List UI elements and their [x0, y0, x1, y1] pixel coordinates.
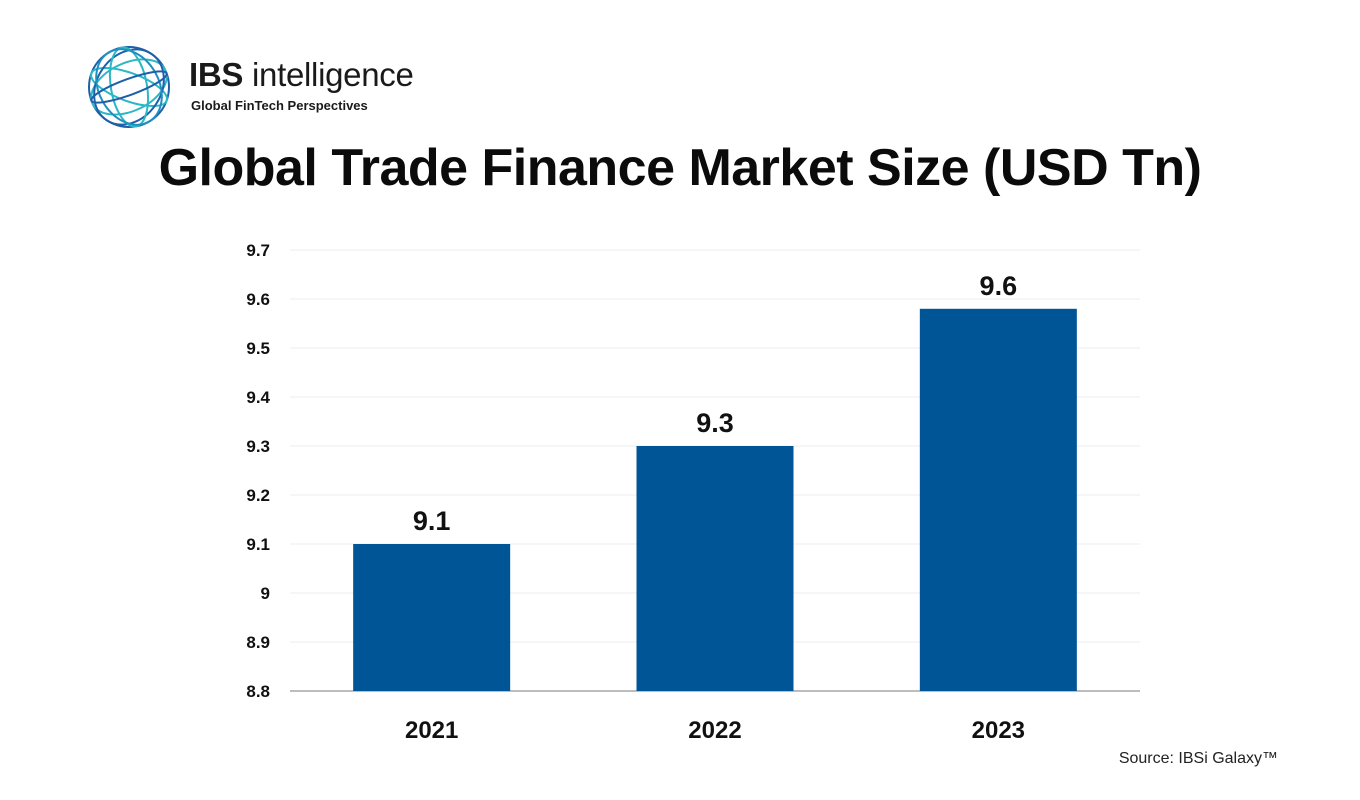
y-tick-label: 9.2	[246, 486, 270, 505]
y-tick-label: 9.4	[246, 388, 270, 407]
data-label-2023: 9.6	[980, 271, 1018, 301]
bars	[353, 308, 1077, 691]
data-labels: 9.1 9.3 9.6	[413, 271, 1017, 536]
y-tick-label: 9.1	[246, 535, 270, 554]
y-tick-label: 9.5	[246, 339, 270, 358]
y-tick-label: 8.9	[246, 633, 270, 652]
data-label-2022: 9.3	[696, 408, 734, 438]
y-tick-labels: 8.8 8.9 9 9.1 9.2 9.3 9.4 9.5 9.6 9.7	[246, 241, 270, 701]
y-tick-label: 9.7	[246, 241, 270, 260]
x-tick-label: 2023	[972, 717, 1025, 744]
brand-tagline: Global FinTech Perspectives	[191, 98, 368, 113]
bar-2021	[353, 544, 511, 691]
y-tick-label: 8.8	[246, 682, 270, 701]
bar-2023	[919, 308, 1077, 691]
brand-name: IBS intelligence	[189, 56, 414, 93]
globe-logo-icon	[88, 46, 170, 128]
y-tick-label: 9.3	[246, 437, 270, 456]
x-tick-label: 2021	[405, 717, 458, 744]
bar-2022	[636, 446, 794, 691]
chart-title: Global Trade Finance Market Size (USD Tn…	[158, 139, 1202, 197]
brand-logo: IBS intelligence Global FinTech Perspect…	[84, 42, 444, 132]
x-tick-label: 2022	[688, 717, 741, 744]
source-note: Source: IBSi Galaxy™	[1118, 750, 1278, 767]
x-tick-labels: 2021 2022 2023	[405, 717, 1025, 744]
y-tick-label: 9	[261, 584, 270, 603]
data-label-2021: 9.1	[413, 506, 451, 536]
y-tick-label: 9.6	[246, 290, 270, 309]
